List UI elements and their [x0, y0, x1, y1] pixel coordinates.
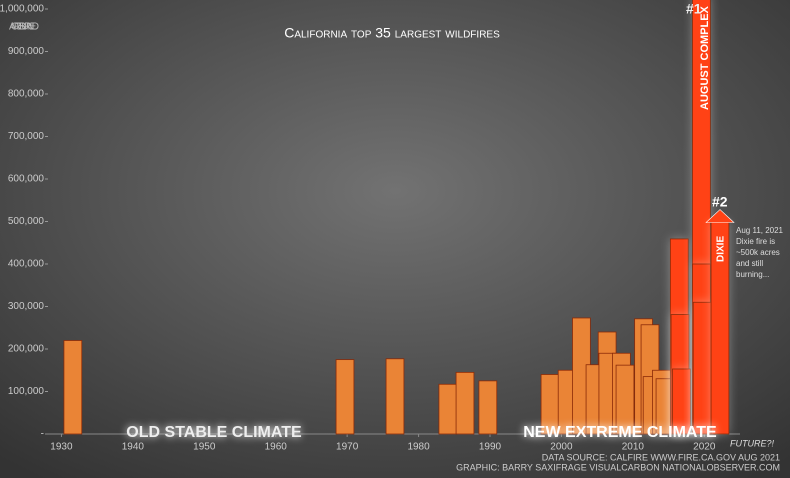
annotation: ~500k acres — [736, 248, 780, 257]
y-axis-label: ACRES BURNED — [9, 22, 39, 33]
annotation: AUGUST COMPLEX — [699, 5, 711, 110]
y-tick-label: 200,000 — [8, 344, 45, 355]
y-tick-label: 800,000 — [8, 89, 45, 100]
annotation: Dixie fire is — [736, 237, 775, 246]
x-tick-label: 1940 — [122, 442, 145, 453]
bar — [63, 340, 83, 435]
y-tick-label: 100,000 — [8, 386, 45, 397]
x-tick-label: 1970 — [336, 442, 359, 453]
y-tick-label: 300,000 — [8, 301, 45, 312]
bar — [478, 380, 498, 435]
annotation: Aug 11, 2021 — [736, 226, 784, 235]
annotation: FUTURE?! — [730, 438, 775, 448]
bar — [438, 383, 458, 435]
annotation: #1 — [686, 1, 702, 17]
x-tick-label: 1990 — [479, 442, 502, 453]
x-tick-label: 1980 — [407, 442, 430, 453]
bar — [615, 364, 635, 435]
bar — [672, 368, 691, 435]
x-tick-label: 1930 — [50, 442, 73, 453]
x-tick-label: 2010 — [622, 442, 645, 453]
bar — [455, 371, 475, 435]
annotation: #2 — [712, 194, 728, 210]
x-tick-label: 1950 — [193, 442, 216, 453]
annotation: burning... — [736, 270, 769, 279]
bar — [335, 359, 355, 435]
bar — [385, 358, 405, 435]
y-tick-label: - — [41, 429, 44, 440]
y-tick-label: 900,000 — [8, 46, 45, 57]
annotation: NEW EXTREME CLIMATE — [523, 424, 717, 441]
annotation: and still — [736, 259, 763, 268]
annotation: OLD STABLE CLIMATE — [126, 424, 302, 441]
y-tick-label: 600,000 — [8, 174, 45, 185]
annotation: DIXIE — [716, 236, 727, 262]
y-tick-label: 1,000,000 — [0, 4, 44, 15]
x-tick-label: 1960 — [265, 442, 288, 453]
y-tick-label: 400,000 — [8, 259, 45, 270]
source: DATA SOURCE: CALFIRE WWW.FIRE.CA.GOV AUG… — [542, 452, 780, 462]
x-tick-label: 2000 — [550, 442, 573, 453]
y-tick-label: 700,000 — [8, 131, 45, 142]
chart-title: California top 35 largest wildfires — [284, 25, 500, 41]
x-tick-label: 2020 — [693, 442, 716, 453]
source: GRAPHIC: BARRY SAXIFRAGE VISUALCARBON NA… — [456, 462, 780, 472]
bar — [692, 301, 712, 435]
arrow-head — [705, 209, 735, 223]
y-tick-label: 500,000 — [8, 216, 45, 227]
